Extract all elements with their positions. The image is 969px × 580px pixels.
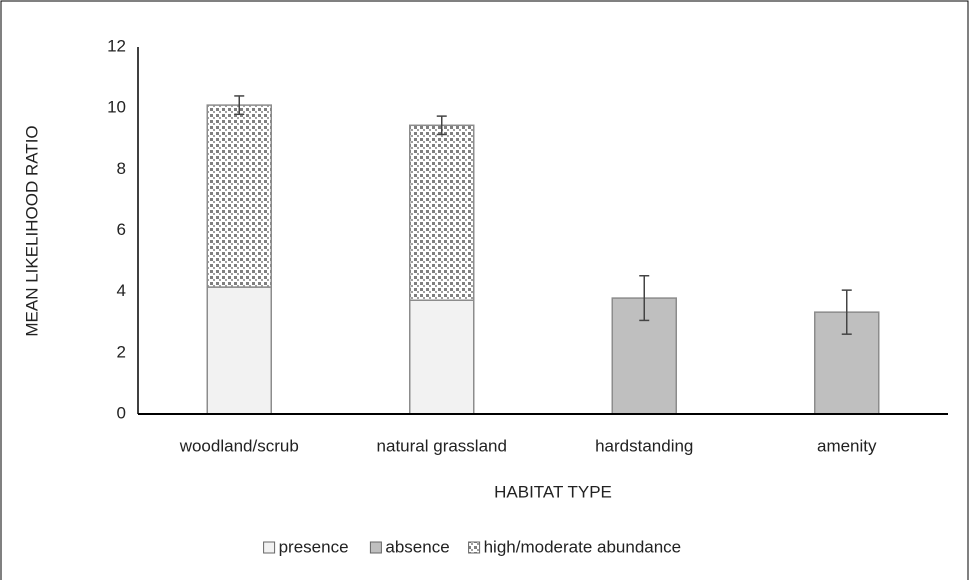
y-tick-label: 2 bbox=[117, 342, 126, 361]
x-tick-label: amenity bbox=[817, 436, 877, 455]
error-bar bbox=[841, 289, 852, 335]
bar-segment bbox=[206, 104, 272, 288]
legend-label: presence bbox=[279, 537, 349, 556]
y-tick-label: 8 bbox=[117, 159, 126, 178]
x-axis-label: HABITAT TYPE bbox=[494, 482, 612, 501]
error-bar bbox=[436, 115, 447, 136]
y-tick-label: 6 bbox=[117, 220, 126, 239]
legend-swatch bbox=[369, 541, 382, 554]
bar-segment bbox=[409, 299, 475, 415]
x-tick-label: hardstanding bbox=[595, 436, 693, 455]
x-tick-label: natural grassland bbox=[377, 436, 507, 455]
x-tick-label: woodland/scrub bbox=[179, 436, 299, 455]
y-tick-label: 4 bbox=[117, 281, 126, 300]
y-tick-label: 10 bbox=[107, 98, 126, 117]
legend-swatch bbox=[263, 541, 276, 554]
y-tick-label: 0 bbox=[117, 403, 126, 422]
y-tick-label: 12 bbox=[107, 36, 126, 55]
error-bar bbox=[234, 95, 245, 116]
legend-swatch bbox=[468, 541, 481, 554]
bar-segment bbox=[409, 124, 475, 301]
bar-segment bbox=[206, 286, 272, 415]
y-axis-label: MEAN LIKELIHOOD RATIO bbox=[22, 125, 41, 336]
legend-label: high/moderate abundance bbox=[484, 537, 682, 556]
legend-label: absence bbox=[385, 537, 449, 556]
error-bar bbox=[639, 275, 650, 322]
